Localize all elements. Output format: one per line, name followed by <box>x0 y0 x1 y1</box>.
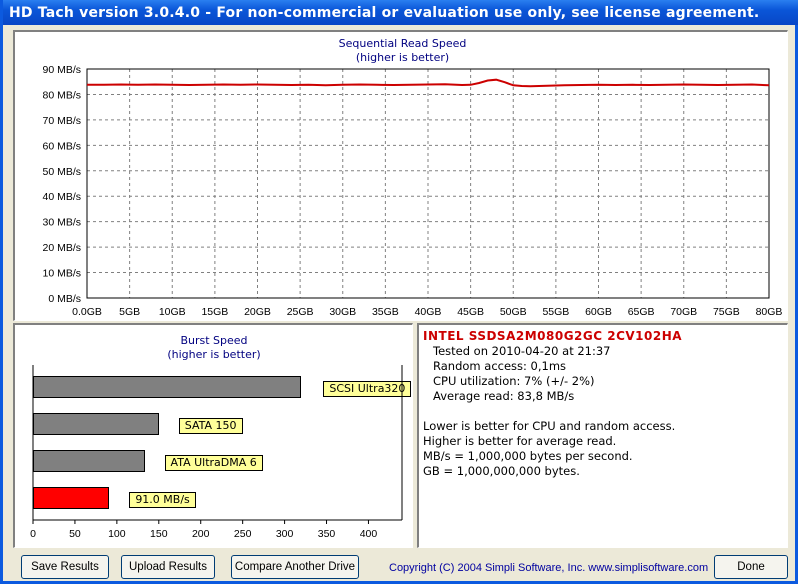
note-gb-definition: GB = 1,000,000,000 bytes. <box>423 464 580 478</box>
cpu-utilization: CPU utilization: 7% (+/- 2%) <box>433 374 595 388</box>
burst-label-scsi: SCSI Ultra320 <box>323 381 412 397</box>
burst-bar-sata <box>33 413 159 435</box>
sequential-read-chart: 90 MB/s 80 MB/s 70 MB/s 60 MB/s 50 MB/s 40 MB… <box>42 64 783 318</box>
x-tick-label: 5GB <box>119 306 140 318</box>
x-tick-label: 20GB <box>244 306 271 318</box>
plot-frame <box>86 68 770 299</box>
x-tick-label: 55GB <box>542 306 569 318</box>
sequential-chart-subtitle: (higher is better) <box>355 51 450 64</box>
x-tick-label: 10GB <box>159 306 186 318</box>
burst-tick-label: 400 <box>360 528 378 540</box>
note-mbs-definition: MB/s = 1,000,000 bytes per second. <box>423 449 633 463</box>
burst-label-ata: ATA UltraDMA 6 <box>164 455 263 471</box>
x-tick-label: 75GB <box>713 306 740 318</box>
x-tick-label: 80GB <box>756 306 783 318</box>
burst-tick-label: 0 <box>30 528 36 540</box>
burst-speed-panel: Burst Speed (higher is better) SCSI Ultr… <box>13 323 413 548</box>
burst-bar-ata <box>33 450 145 472</box>
note-lower-better: Lower is better for CPU and random acces… <box>423 419 676 433</box>
y-tick-label: 0 MB/s <box>48 293 81 305</box>
burst-label-sata: SATA 150 <box>178 418 243 434</box>
burst-tick-label: 150 <box>150 528 168 540</box>
burst-label-result: 91.0 MB/s <box>129 492 196 508</box>
drive-info-panel: INTEL SSDSA2M080G2GC 2CV102HA Tested on … <box>417 323 788 548</box>
burst-tick-label: 300 <box>276 528 294 540</box>
burst-tick-label: 100 <box>108 528 126 540</box>
x-tick-label: 60GB <box>585 306 612 318</box>
x-tick-label: 40GB <box>415 306 442 318</box>
test-date: Tested on 2010-04-20 at 21:37 <box>433 344 611 358</box>
x-tick-label: 0.0GB <box>72 306 102 318</box>
copyright-text: Copyright (C) 2004 Simpli Software, Inc.… <box>389 562 709 574</box>
window-title: HD Tach version 3.0.4.0 - For non-commer… <box>3 0 798 25</box>
upload-results-button[interactable]: Upload Results <box>121 555 215 579</box>
x-tick-label: 65GB <box>628 306 655 318</box>
x-tick-label: 45GB <box>457 306 484 318</box>
sequential-read-panel: Sequential Read Speed (higher is better)… <box>13 30 788 321</box>
compare-another-drive-button[interactable]: Compare Another Drive <box>231 555 359 579</box>
note-higher-better: Higher is better for average read. <box>423 434 617 448</box>
y-tick-label: 90 MB/s <box>42 64 81 76</box>
x-tick-label: 15GB <box>201 306 228 318</box>
x-tick-label: 25GB <box>287 306 314 318</box>
y-tick-label: 40 MB/s <box>42 191 81 203</box>
save-results-button[interactable]: Save Results <box>21 555 109 579</box>
burst-bar-result <box>33 487 110 509</box>
burst-bar-scsi <box>33 376 302 398</box>
y-tick-label: 70 MB/s <box>42 115 81 127</box>
burst-chart-subtitle: (higher is better) <box>167 348 261 361</box>
y-tick-label: 80 MB/s <box>42 89 81 101</box>
burst-chart-title: Burst Speed <box>180 334 248 347</box>
random-access: Random access: 0,1ms <box>433 359 567 373</box>
y-tick-label: 10 MB/s <box>42 268 81 280</box>
burst-tick-label: 50 <box>69 528 81 540</box>
drive-model: INTEL SSDSA2M080G2GC 2CV102HA <box>423 329 683 343</box>
read-speed-line <box>87 78 770 88</box>
y-tick-label: 20 MB/s <box>42 242 81 254</box>
burst-tick-label: 350 <box>318 528 336 540</box>
burst-tick-label: 250 <box>234 528 252 540</box>
y-tick-label: 50 MB/s <box>42 166 81 178</box>
done-button[interactable]: Done <box>714 555 788 579</box>
average-read: Average read: 83,8 MB/s <box>433 389 575 403</box>
x-tick-label: 30GB <box>329 306 356 318</box>
y-tick-label: 30 MB/s <box>42 217 81 229</box>
x-tick-label: 35GB <box>372 306 399 318</box>
x-tick-label: 50GB <box>500 306 527 318</box>
burst-tick-label: 200 <box>192 528 210 540</box>
sequential-chart-title: Sequential Read Speed <box>338 37 467 50</box>
x-tick-label: 70GB <box>670 306 697 318</box>
y-tick-label: 60 MB/s <box>42 140 81 152</box>
